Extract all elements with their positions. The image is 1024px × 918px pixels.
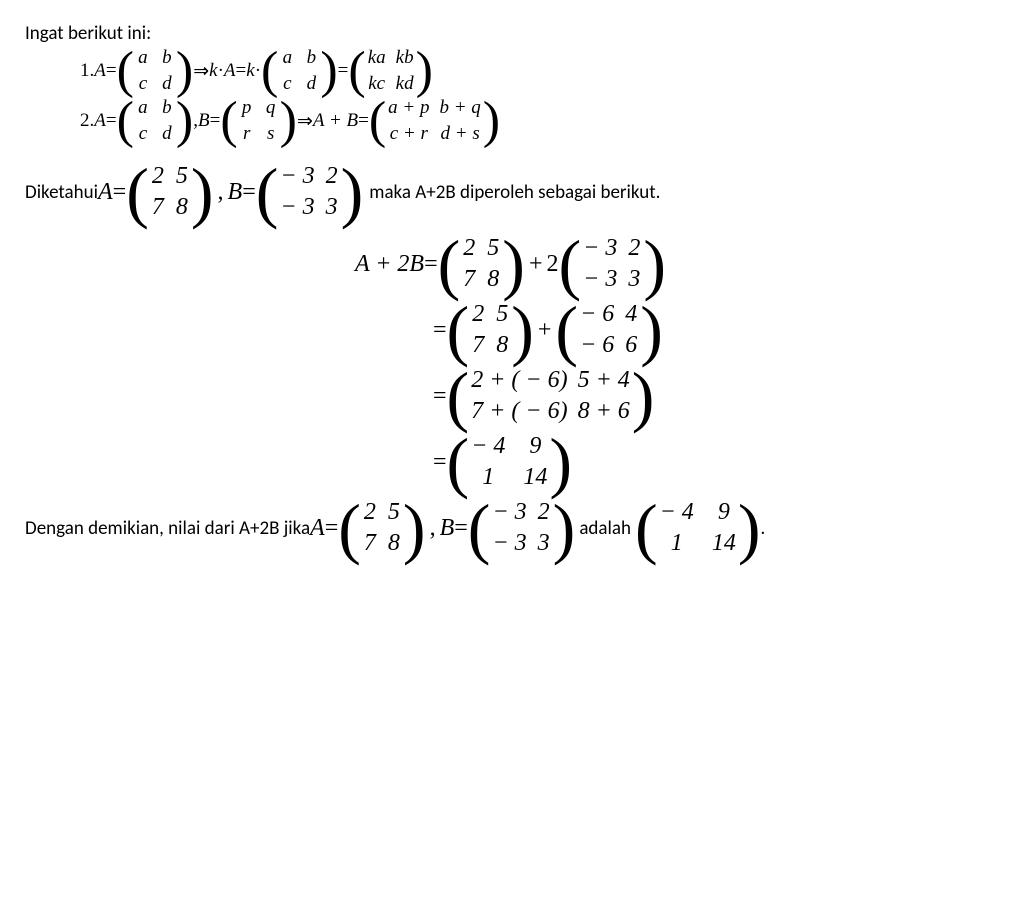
rule-2: 2. A = ( ab cd ) , B = ( pq rs ) ⇒ A + B… xyxy=(25,97,999,145)
conclusion-mid: adalah xyxy=(579,517,631,540)
rule-1: 1. A = ( ab cd ) ⇒ k · A = k · ( ab cd )… xyxy=(25,47,999,95)
step-2: = ( 25 78 ) + ( − 64 − 66 ) xyxy=(355,301,663,359)
step-3: = ( 2 + ( − 6)5 + 4 7 + ( − 6)8 + 6 ) xyxy=(355,367,654,425)
given-matrix-A: ( 25 78 ) xyxy=(126,163,213,221)
given-line: Diketahui A = ( 25 78 ) , B = ( − 32 − 3… xyxy=(25,163,999,221)
matrix-kA: ( kakb kckd ) xyxy=(348,47,433,95)
s2-m2: ( − 64 − 66 ) xyxy=(555,301,663,359)
concl-matrix-B: ( − 32 − 33 ) xyxy=(468,499,576,557)
matrix-r2B: ( pq rs ) xyxy=(220,97,297,145)
given-matrix-B: ( − 32 − 33 ) xyxy=(256,163,364,221)
arrow: ⇒ xyxy=(193,60,209,83)
s2-m1: ( 25 78 ) xyxy=(447,301,534,359)
concl-matrix-A: ( 25 78 ) xyxy=(338,499,425,557)
s3-m: ( 2 + ( − 6)5 + 4 7 + ( − 6)8 + 6 ) xyxy=(447,367,655,425)
conclusion-end: . xyxy=(760,517,765,540)
step-1: A + 2B = ( 25 78 ) + 2 ( − 32 − 33 ) xyxy=(355,235,666,293)
concl-matrix-res: ( − 49 114 ) xyxy=(635,499,761,557)
matrix-r2sum: ( a + pb + q c + rd + s ) xyxy=(369,97,500,145)
rule1-A: A xyxy=(94,60,106,82)
matrix-A1b: ( ab cd ) xyxy=(261,47,338,95)
s4-m: ( − 49 114 ) xyxy=(447,433,573,491)
conclusion-pre: Dengan demikian, nilai dari A+2B jika xyxy=(25,517,310,540)
conclusion-line: Dengan demikian, nilai dari A+2B jika A … xyxy=(25,499,999,557)
rule1-prefix: 1. xyxy=(80,60,94,82)
given-pre: Diketahui xyxy=(25,181,98,204)
k: k xyxy=(209,60,217,82)
matrix-A1: ( ab cd ) xyxy=(117,47,194,95)
eq: = xyxy=(106,60,117,82)
step-4: = ( − 49 114 ) xyxy=(355,433,572,491)
given-post: maka A+2B diperoleh sebagai berikut. xyxy=(369,181,660,204)
s1-m1: ( 25 78 ) xyxy=(438,235,525,293)
steps-block: A + 2B = ( 25 78 ) + 2 ( − 32 − 33 ) = (… xyxy=(25,231,999,495)
rule2-prefix: 2. xyxy=(80,110,94,132)
intro-text: Ingat berikut ini: xyxy=(25,22,999,45)
matrix-r2A: ( ab cd ) xyxy=(117,97,194,145)
s1-m2: ( − 32 − 33 ) xyxy=(559,235,667,293)
